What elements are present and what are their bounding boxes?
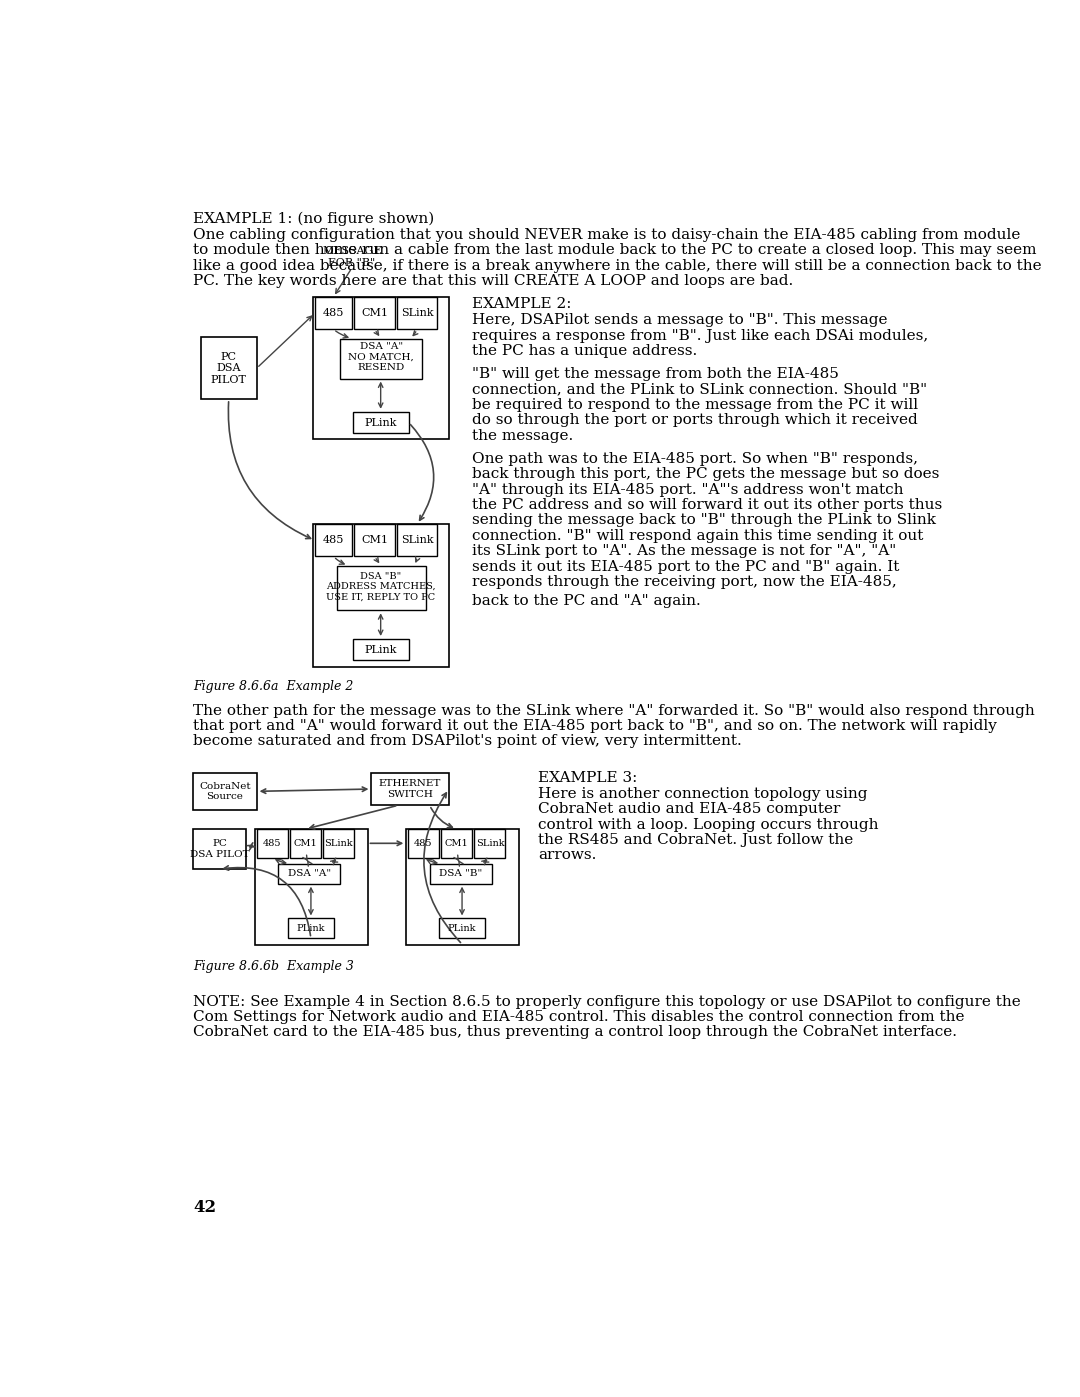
Text: PLink: PLink [448,923,476,933]
Text: Figure 8.6.6b  Example 3: Figure 8.6.6b Example 3 [193,960,354,972]
Text: Com Settings for Network audio and EIA-485 control. This disables the control co: Com Settings for Network audio and EIA-4… [193,1010,964,1024]
Text: connection, and the PLink to SLink connection. Should "B": connection, and the PLink to SLink conne… [472,383,928,397]
Text: PC. The key words here are that this will CREATE A LOOP and loops are bad.: PC. The key words here are that this wil… [193,274,794,288]
Text: responds through the receiving port, now the EIA-485,: responds through the receiving port, now… [472,576,896,590]
Text: MESSAGE
FOR "B": MESSAGE FOR "B" [322,246,381,268]
Text: the RS485 and CobraNet. Just follow the: the RS485 and CobraNet. Just follow the [538,833,853,847]
Text: EXAMPLE 3:: EXAMPLE 3: [538,771,637,785]
Bar [337,566,426,610]
Text: connection. "B" will respond again this time sending it out: connection. "B" will respond again this … [472,529,923,543]
Text: One cabling configuration that you should NEVER make is to daisy-chain the EIA-4: One cabling configuration that you shoul… [193,228,1021,242]
Text: CobraNet card to the EIA-485 bus, thus preventing a control loop through the Cob: CobraNet card to the EIA-485 bus, thus p… [193,1025,957,1039]
Text: SLink: SLink [475,838,504,848]
Text: PC
DSA PILOT: PC DSA PILOT [190,840,249,859]
Bar [313,298,449,440]
Bar [406,828,518,944]
Text: 485: 485 [323,309,345,319]
Text: SLink: SLink [401,535,433,545]
Text: the PC address and so will forward it out its other ports thus: the PC address and so will forward it ou… [472,497,943,511]
Bar [438,918,485,939]
Bar [354,524,394,556]
Text: 485: 485 [323,535,345,545]
Text: sending the message back to "B" through the PLink to Slink: sending the message back to "B" through … [472,513,936,528]
Text: NOTE: See Example 4 in Section 8.6.5 to properly configure this topology or use : NOTE: See Example 4 in Section 8.6.5 to … [193,995,1021,1009]
Bar [408,828,438,858]
Bar [257,828,287,858]
Bar [314,298,352,330]
Text: Figure 8.6.6a  Example 2: Figure 8.6.6a Example 2 [193,680,353,693]
Text: become saturated and from DSAPilot's point of view, very intermittent.: become saturated and from DSAPilot's poi… [193,735,742,749]
Text: back to the PC and "A" again.: back to the PC and "A" again. [472,594,701,608]
Text: be required to respond to the message from the PC it will: be required to respond to the message fr… [472,398,918,412]
Text: "A" through its EIA-485 port. "A"'s address won't match: "A" through its EIA-485 port. "A"'s addr… [472,482,904,496]
Text: DSA "B": DSA "B" [438,869,482,879]
Text: its SLink port to "A". As the message is not for "A", "A": its SLink port to "A". As the message is… [472,545,896,559]
Text: EXAMPLE 1: (no figure shown): EXAMPLE 1: (no figure shown) [193,211,434,226]
Bar [430,863,491,884]
Bar [287,918,334,939]
Bar [397,298,437,330]
Text: 42: 42 [193,1200,216,1217]
Bar [353,638,408,661]
Text: Here is another connection topology using: Here is another connection topology usin… [538,787,867,800]
Bar [314,524,352,556]
Text: like a good idea because, if there is a break anywhere in the cable, there will : like a good idea because, if there is a … [193,258,1042,272]
Bar [474,828,505,858]
Bar [193,773,257,810]
Bar [201,338,257,400]
Bar [291,828,321,858]
Bar [340,338,422,379]
Text: PLink: PLink [364,644,397,655]
Text: back through this port, the PC gets the message but so does: back through this port, the PC gets the … [472,467,940,481]
Text: SLink: SLink [401,309,433,319]
Text: "B" will get the message from both the EIA-485: "B" will get the message from both the E… [472,367,839,381]
Text: CobraNet audio and EIA-485 computer: CobraNet audio and EIA-485 computer [538,802,840,816]
Text: DSA "A"
NO MATCH,
RESEND: DSA "A" NO MATCH, RESEND [348,342,414,372]
Text: DSA "A": DSA "A" [287,869,330,879]
Text: CM1: CM1 [294,838,318,848]
Text: PLink: PLink [297,923,325,933]
Text: to module then home run a cable from the last module back to the PC to create a : to module then home run a cable from the… [193,243,1037,257]
Text: One path was to the EIA-485 port. So when "B" responds,: One path was to the EIA-485 port. So whe… [472,451,918,465]
Text: the PC has a unique address.: the PC has a unique address. [472,344,698,358]
Text: requires a response from "B". Just like each DSAi modules,: requires a response from "B". Just like … [472,328,929,342]
Text: CM1: CM1 [445,838,469,848]
Bar [193,828,246,869]
Text: control with a loop. Looping occurs through: control with a loop. Looping occurs thro… [538,817,878,831]
Text: arrows.: arrows. [538,848,596,862]
Bar [372,773,449,805]
Bar [323,828,354,858]
Text: The other path for the message was to the SLink where "A" forwarded it. So "B" w: The other path for the message was to th… [193,704,1035,718]
Text: 485: 485 [414,838,433,848]
Text: PC
DSA
PILOT: PC DSA PILOT [211,352,246,384]
Text: CobraNet
Source: CobraNet Source [199,782,251,800]
Bar [353,412,408,433]
Text: CM1: CM1 [361,309,388,319]
Bar [255,828,367,944]
Bar [279,863,340,884]
Text: EXAMPLE 2:: EXAMPLE 2: [472,298,571,312]
Bar [313,524,449,666]
Text: that port and "A" would forward it out the EIA-485 port back to "B", and so on. : that port and "A" would forward it out t… [193,719,997,733]
Bar [397,524,437,556]
Text: do so through the port or ports through which it received: do so through the port or ports through … [472,414,918,427]
Bar [441,828,472,858]
Text: ETHERNET
SWITCH: ETHERNET SWITCH [379,780,442,799]
Text: Here, DSAPilot sends a message to "B". This message: Here, DSAPilot sends a message to "B". T… [472,313,888,327]
Text: CM1: CM1 [361,535,388,545]
Text: SLink: SLink [324,838,353,848]
Text: PLink: PLink [364,418,397,427]
Text: DSA "B"
ADDRESS MATCHES,
USE IT, REPLY TO PC: DSA "B" ADDRESS MATCHES, USE IT, REPLY T… [326,571,436,602]
Bar [354,298,394,330]
Text: sends it out its EIA-485 port to the PC and "B" again. It: sends it out its EIA-485 port to the PC … [472,560,900,574]
Text: the message.: the message. [472,429,573,443]
Text: 485: 485 [262,838,282,848]
